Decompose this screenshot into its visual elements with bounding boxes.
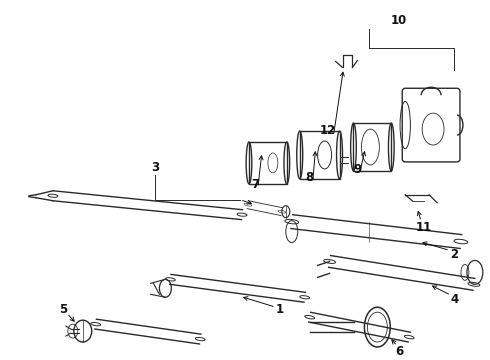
Text: 6: 6: [395, 345, 403, 357]
Text: 11: 11: [416, 221, 432, 234]
Text: 12: 12: [319, 123, 336, 136]
Text: 8: 8: [306, 171, 314, 184]
Text: 4: 4: [451, 293, 459, 306]
Text: 1: 1: [276, 303, 284, 316]
Text: 7: 7: [251, 178, 259, 191]
Text: 10: 10: [391, 14, 407, 27]
Text: 5: 5: [59, 303, 67, 316]
Text: 2: 2: [450, 248, 458, 261]
Text: 9: 9: [353, 163, 362, 176]
Text: 3: 3: [151, 161, 159, 174]
